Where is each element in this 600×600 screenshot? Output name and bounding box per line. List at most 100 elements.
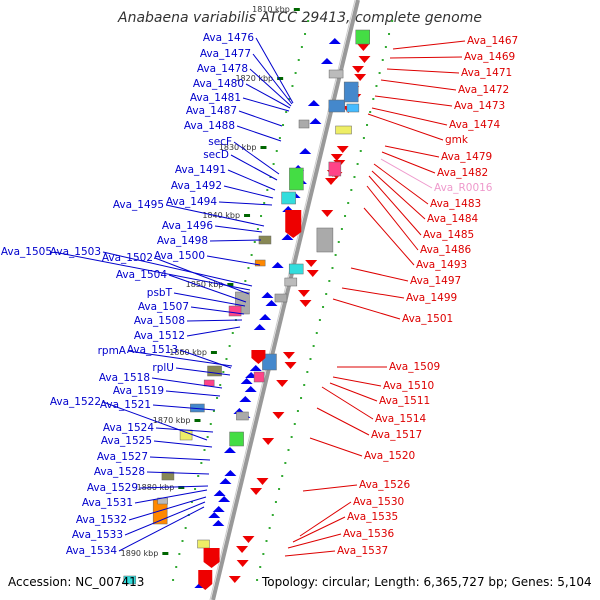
leader-line-right (332, 376, 382, 387)
gene-label-left: Ava_1529 (87, 482, 138, 494)
position-dot (347, 202, 350, 204)
genome-title: Anabaena variabilis ATCC 29413, complete… (118, 10, 482, 26)
gene-label-right: Ava_1493 (416, 259, 467, 271)
leader-line-right (350, 267, 409, 282)
position-dot (356, 163, 359, 165)
leader-line-left (223, 185, 274, 199)
leader-line-right (363, 207, 415, 266)
gene-box (328, 99, 346, 113)
gene-arrow-left (271, 262, 284, 268)
gene-label-left: rpmA (98, 345, 127, 357)
position-dot (181, 540, 184, 542)
kbp-tick-label: 1840 kbp (202, 211, 240, 220)
kbp-tick-mark (194, 419, 201, 422)
gene-arrow-right (354, 74, 367, 81)
gene-arrow-right (256, 478, 269, 485)
leader-line-right (367, 113, 444, 141)
gene-arrow-left (212, 520, 225, 526)
gene-large-right (198, 570, 213, 590)
position-dot (384, 46, 387, 48)
position-dot (369, 111, 372, 113)
leader-line-left (155, 427, 214, 433)
leader-line-left (124, 501, 206, 536)
position-dot (222, 371, 225, 373)
gene-box (288, 263, 304, 275)
gene-arrow-left (240, 378, 253, 384)
kbp-tick-label: 1810 kbp (252, 5, 290, 14)
gene-box (262, 353, 277, 371)
gene-label-left: Ava_1525 (101, 435, 152, 447)
gene-label-left: Ava_1500 (154, 250, 205, 262)
leader-line-left (128, 496, 207, 521)
gene-arrow-right (336, 146, 349, 153)
kbp-tick-mark (162, 552, 169, 555)
leader-line-right (381, 151, 436, 174)
gene-arrow-left (218, 496, 231, 502)
gene-box (316, 227, 334, 253)
gene-box (346, 103, 360, 113)
position-dot (256, 579, 259, 581)
gene-label-right: Ava_1479 (441, 151, 492, 163)
gene-arrow-left (309, 118, 322, 124)
position-dot (334, 254, 337, 256)
leader-line-left (102, 251, 253, 287)
gene-label-right: gmk (445, 134, 469, 146)
gene-box (236, 411, 249, 421)
gene-arrow-left (249, 365, 262, 371)
position-dot (231, 332, 234, 334)
position-dot (337, 241, 340, 243)
gene-box (203, 379, 215, 387)
gene-label-left: Ava_1531 (82, 497, 133, 509)
position-dot (304, 33, 307, 35)
gene-label-left: Ava_1513 (127, 344, 178, 356)
position-dot (247, 267, 250, 269)
position-dot (297, 59, 300, 61)
position-dot (296, 410, 299, 412)
position-dot (391, 20, 394, 22)
gene-box (328, 69, 344, 79)
position-dot (250, 254, 253, 256)
gene-arrow-right (242, 536, 255, 543)
gene-label-right: Ava_1473 (454, 100, 505, 112)
gene-arrow-left (253, 324, 266, 330)
gene-label-right: Ava_1517 (371, 429, 422, 441)
gene-arrow-right (250, 488, 263, 495)
kbp-tick-label: 1890 kbp (121, 549, 159, 558)
gene-label-right: Ava_R0016 (434, 182, 493, 194)
gene-arrow-left (261, 292, 274, 298)
position-dot (172, 579, 175, 581)
gene-label-left: Ava_1521 (100, 399, 151, 411)
position-dot (278, 488, 281, 490)
position-dot (275, 150, 278, 152)
leader-line-left (242, 97, 290, 112)
position-dot (284, 462, 287, 464)
leader-line-left (218, 201, 273, 206)
position-dot (366, 124, 369, 126)
position-dot (287, 449, 290, 451)
gene-label-right: Ava_1526 (359, 479, 411, 491)
kbp-tick-label: 1870 kbp (153, 416, 191, 425)
leader-line-left (153, 440, 213, 448)
leader-line-right (392, 40, 466, 50)
gene-label-left: Ava_1503 (50, 246, 101, 258)
gene-arrow-left (328, 38, 341, 44)
leader-line-left (134, 489, 208, 504)
gene-arrow-left (208, 512, 221, 518)
gene-arrow-left (212, 506, 225, 512)
leader-line-left (146, 471, 210, 475)
gene-arrow-right (262, 438, 275, 445)
gene-arrow-left (213, 490, 226, 496)
leader-line-left (118, 506, 205, 552)
position-dot (184, 527, 187, 529)
leader-line-right (384, 145, 440, 158)
gene-box (123, 575, 137, 585)
leader-line-right (366, 185, 419, 251)
leader-line-right (329, 382, 378, 402)
gene-label-left: Ava_1492 (171, 180, 222, 192)
gene-box (197, 539, 210, 549)
position-dot (209, 423, 212, 425)
gene-label-left: Ava_1495 (113, 199, 164, 211)
position-dot (263, 202, 266, 204)
position-dot (293, 423, 296, 425)
leader-line-left (227, 169, 276, 191)
